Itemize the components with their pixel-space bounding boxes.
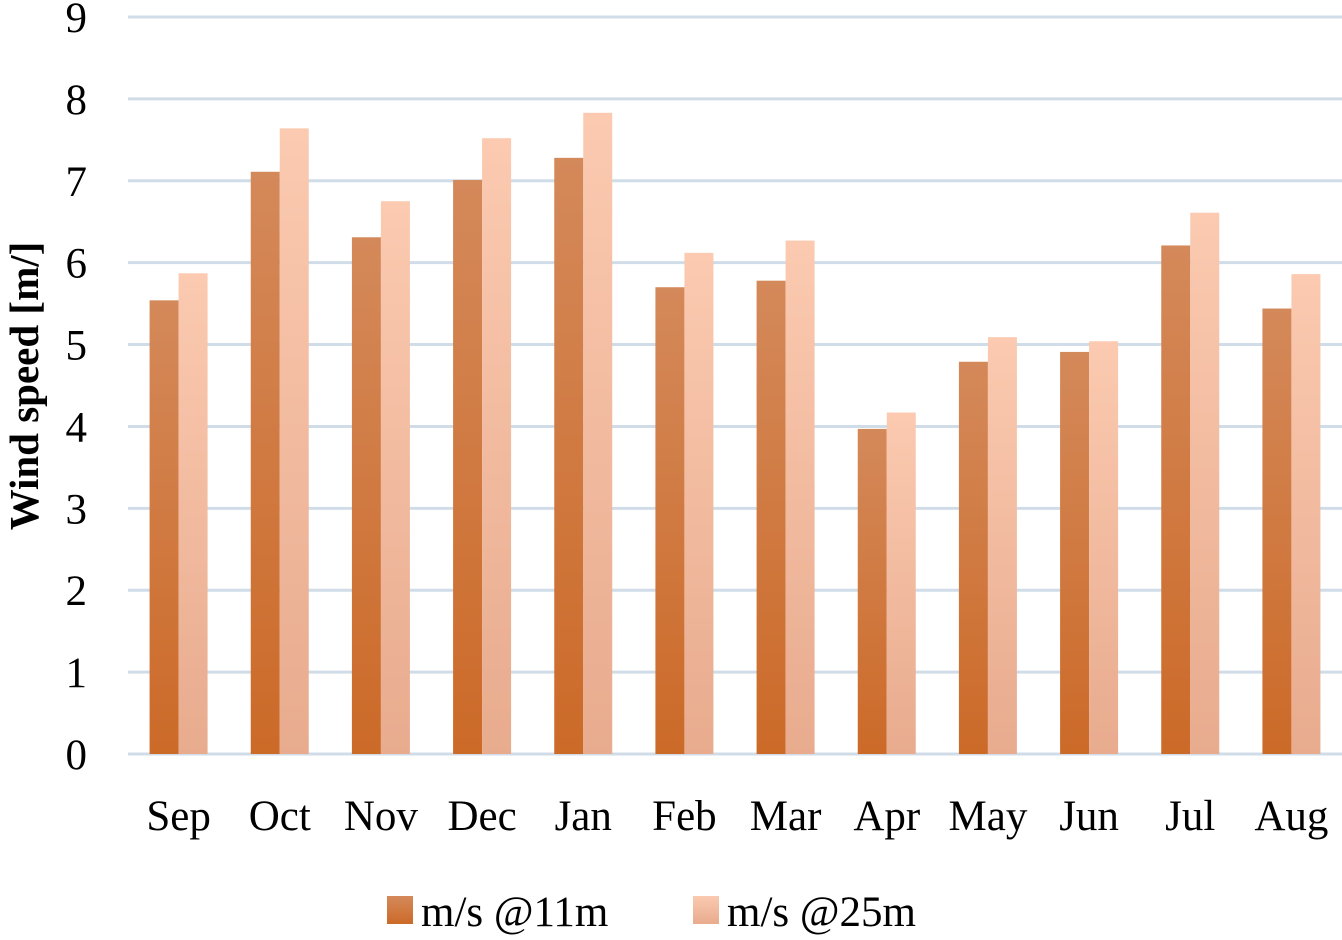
- x-category-label-jun: Jun: [1059, 793, 1119, 840]
- y-axis-ticks: 0 1 2 3 4 5 6 7 8 9: [66, 0, 88, 779]
- y-tick-label: 2: [66, 568, 88, 615]
- bar-may-series-1: [958, 361, 988, 754]
- bar-jul-series-1: [1161, 245, 1191, 754]
- bar-feb-series-2: [684, 252, 714, 754]
- x-category-label-mar: Mar: [750, 793, 822, 840]
- y-tick-label: 5: [66, 323, 88, 370]
- y-tick-label: 1: [66, 650, 88, 697]
- bar-apr-series-2: [886, 412, 916, 754]
- x-category-label-jul: Jul: [1165, 793, 1215, 840]
- legend-label-11m: m/s @11m: [421, 889, 608, 936]
- x-category-label-oct: Oct: [249, 793, 311, 840]
- y-tick-label: 8: [66, 77, 88, 124]
- x-category-label-nov: Nov: [344, 793, 419, 840]
- bar-aug-series-2: [1291, 274, 1321, 754]
- bar-may-series-2: [987, 337, 1017, 754]
- y-tick-label: 0: [66, 732, 88, 779]
- bar-oct-series-1: [250, 171, 280, 754]
- y-tick-label: 7: [66, 159, 88, 206]
- gridlines: [128, 15, 1342, 756]
- bar-jan-series-2: [583, 112, 613, 754]
- y-tick-label: 3: [66, 486, 88, 533]
- y-tick-label: 9: [66, 0, 88, 42]
- legend: m/s @11m m/s @25m: [387, 889, 916, 936]
- legend-label-25m: m/s @25m: [727, 889, 916, 936]
- x-category-label-may: May: [949, 793, 1028, 840]
- bar-dec-series-2: [482, 138, 512, 754]
- bar-sep-series-2: [178, 273, 208, 754]
- bars: [149, 112, 1321, 755]
- legend-swatch-11m: [387, 896, 413, 924]
- bar-dec-series-1: [453, 179, 483, 755]
- bar-jan-series-1: [554, 157, 584, 755]
- legend-swatch-25m: [693, 896, 719, 924]
- x-category-label-sep: Sep: [146, 793, 211, 840]
- bar-apr-series-1: [857, 428, 887, 754]
- x-category-label-aug: Aug: [1254, 793, 1328, 840]
- y-tick-label: 4: [66, 404, 88, 451]
- bar-aug-series-1: [1262, 308, 1292, 754]
- bar-sep-series-1: [149, 300, 179, 754]
- y-axis-label: Wind speed [m/]: [1, 242, 47, 531]
- x-category-label-jan: Jan: [555, 793, 612, 840]
- bar-jun-series-1: [1060, 351, 1090, 754]
- bar-nov-series-1: [351, 237, 381, 754]
- bar-feb-series-1: [655, 287, 685, 754]
- bar-jun-series-2: [1089, 341, 1119, 754]
- bar-mar-series-1: [756, 280, 786, 754]
- x-category-label-feb: Feb: [652, 793, 717, 840]
- bar-nov-series-2: [380, 201, 410, 754]
- y-tick-label: 6: [66, 241, 88, 288]
- bar-mar-series-2: [785, 240, 815, 755]
- bar-oct-series-2: [279, 128, 309, 754]
- x-axis-labels: Sep Oct Nov Dec Jan Feb Mar Apr May Jun Jul Aug: [146, 793, 1328, 840]
- x-category-label-apr: Apr: [853, 793, 920, 840]
- x-category-label-dec: Dec: [447, 793, 516, 840]
- bar-jul-series-2: [1190, 212, 1220, 754]
